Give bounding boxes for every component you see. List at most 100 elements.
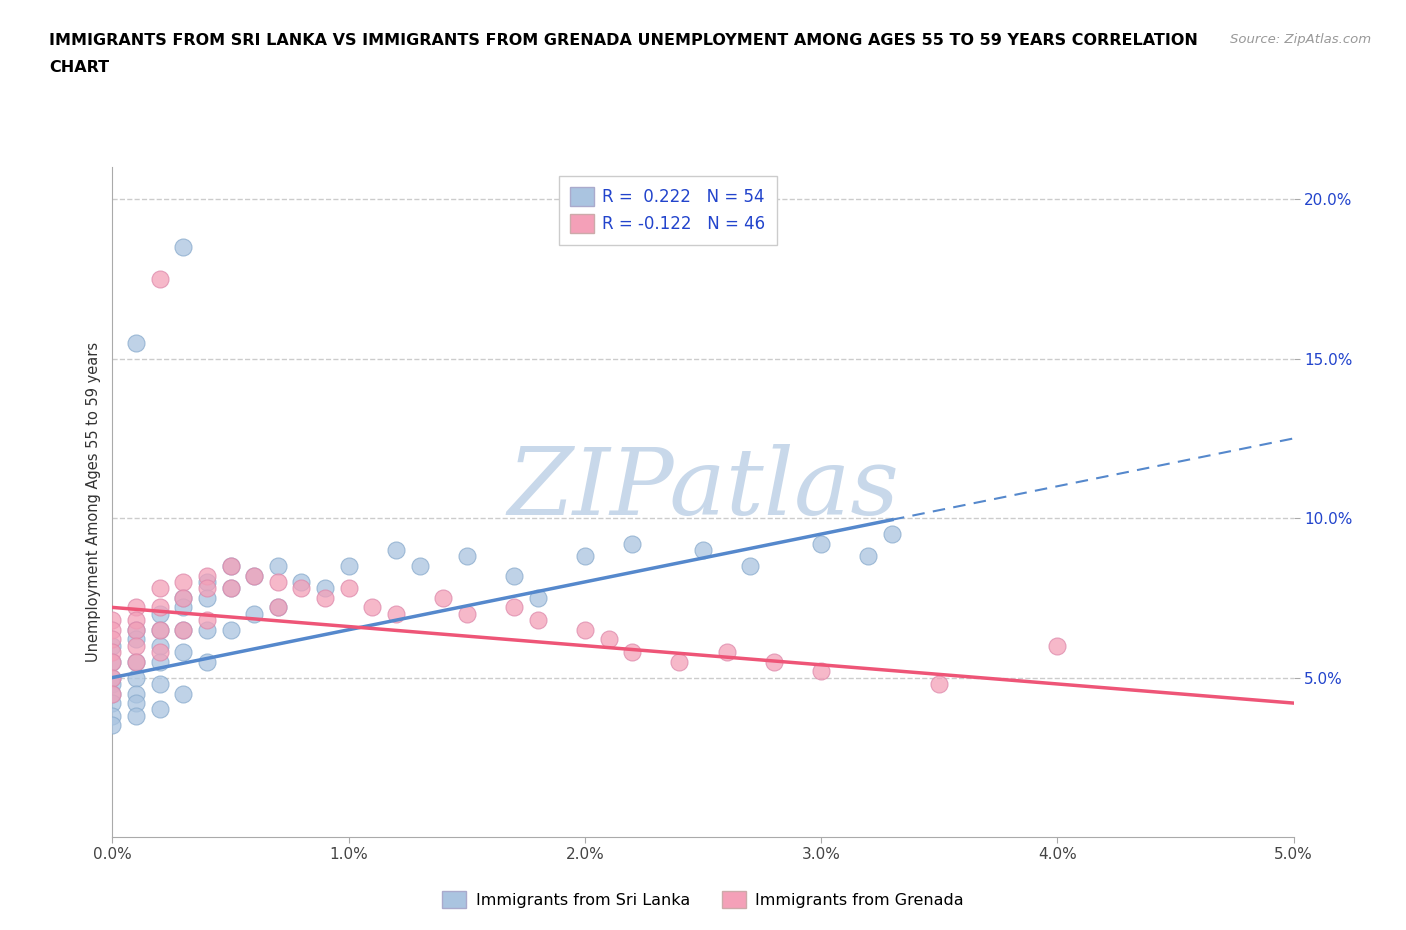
Point [149, 676, 172, 691]
Point [456, 549, 478, 564]
Point [125, 696, 148, 711]
Point [125, 600, 148, 615]
Point [125, 671, 148, 685]
Point [267, 600, 290, 615]
Point [125, 686, 148, 701]
Point [219, 581, 242, 596]
Point [716, 644, 738, 659]
Point [361, 600, 384, 615]
Point [101, 709, 124, 724]
Point [762, 654, 785, 669]
Point [125, 622, 148, 637]
Y-axis label: Unemployment Among Ages 55 to 59 years: Unemployment Among Ages 55 to 59 years [86, 342, 101, 662]
Point [195, 613, 218, 628]
Point [243, 568, 266, 583]
Point [101, 686, 124, 701]
Point [574, 622, 596, 637]
Point [219, 559, 242, 574]
Point [267, 600, 290, 615]
Point [692, 542, 714, 557]
Point [149, 654, 172, 669]
Point [880, 526, 903, 541]
Point [810, 537, 832, 551]
Point [219, 622, 242, 637]
Point [503, 568, 526, 583]
Point [267, 559, 290, 574]
Point [149, 638, 172, 653]
Point [432, 591, 454, 605]
Point [928, 676, 950, 691]
Point [290, 581, 312, 596]
Text: Source: ZipAtlas.com: Source: ZipAtlas.com [1230, 33, 1371, 46]
Point [810, 664, 832, 679]
Point [101, 671, 124, 685]
Point [101, 654, 124, 669]
Point [149, 606, 172, 621]
Point [125, 638, 148, 653]
Legend: Immigrants from Sri Lanka, Immigrants from Grenada: Immigrants from Sri Lanka, Immigrants fr… [436, 884, 970, 914]
Point [337, 559, 360, 574]
Point [101, 654, 124, 669]
Point [149, 702, 172, 717]
Point [314, 591, 336, 605]
Point [621, 644, 644, 659]
Point [195, 568, 218, 583]
Point [219, 581, 242, 596]
Point [101, 718, 124, 733]
Point [125, 631, 148, 646]
Point [195, 622, 218, 637]
Point [172, 240, 194, 255]
Point [574, 549, 596, 564]
Point [172, 591, 194, 605]
Point [149, 622, 172, 637]
Text: IMMIGRANTS FROM SRI LANKA VS IMMIGRANTS FROM GRENADA UNEMPLOYMENT AMONG AGES 55 : IMMIGRANTS FROM SRI LANKA VS IMMIGRANTS … [49, 33, 1198, 47]
Point [172, 600, 194, 615]
Point [740, 559, 762, 574]
Point [526, 591, 548, 605]
Point [314, 581, 336, 596]
Point [668, 654, 690, 669]
Point [125, 613, 148, 628]
Point [149, 581, 172, 596]
Point [149, 272, 172, 286]
Point [1046, 638, 1069, 653]
Point [456, 606, 478, 621]
Point [101, 644, 124, 659]
Point [621, 537, 644, 551]
Point [125, 709, 148, 724]
Point [101, 631, 124, 646]
Point [385, 606, 408, 621]
Point [172, 575, 194, 590]
Point [503, 600, 526, 615]
Point [101, 671, 124, 685]
Point [172, 591, 194, 605]
Point [149, 622, 172, 637]
Point [149, 644, 172, 659]
Point [195, 654, 218, 669]
Point [125, 654, 148, 669]
Point [149, 600, 172, 615]
Point [219, 559, 242, 574]
Point [125, 336, 148, 351]
Text: CHART: CHART [49, 60, 110, 75]
Point [337, 581, 360, 596]
Point [101, 686, 124, 701]
Point [267, 575, 290, 590]
Point [195, 575, 218, 590]
Point [125, 654, 148, 669]
Point [290, 575, 312, 590]
Point [172, 622, 194, 637]
Point [101, 622, 124, 637]
Point [101, 696, 124, 711]
Point [243, 568, 266, 583]
Point [172, 622, 194, 637]
Point [195, 591, 218, 605]
Point [101, 676, 124, 691]
Point [101, 638, 124, 653]
Point [172, 686, 194, 701]
Point [526, 613, 548, 628]
Text: ZIPatlas: ZIPatlas [508, 444, 898, 534]
Point [125, 622, 148, 637]
Point [172, 644, 194, 659]
Point [598, 631, 620, 646]
